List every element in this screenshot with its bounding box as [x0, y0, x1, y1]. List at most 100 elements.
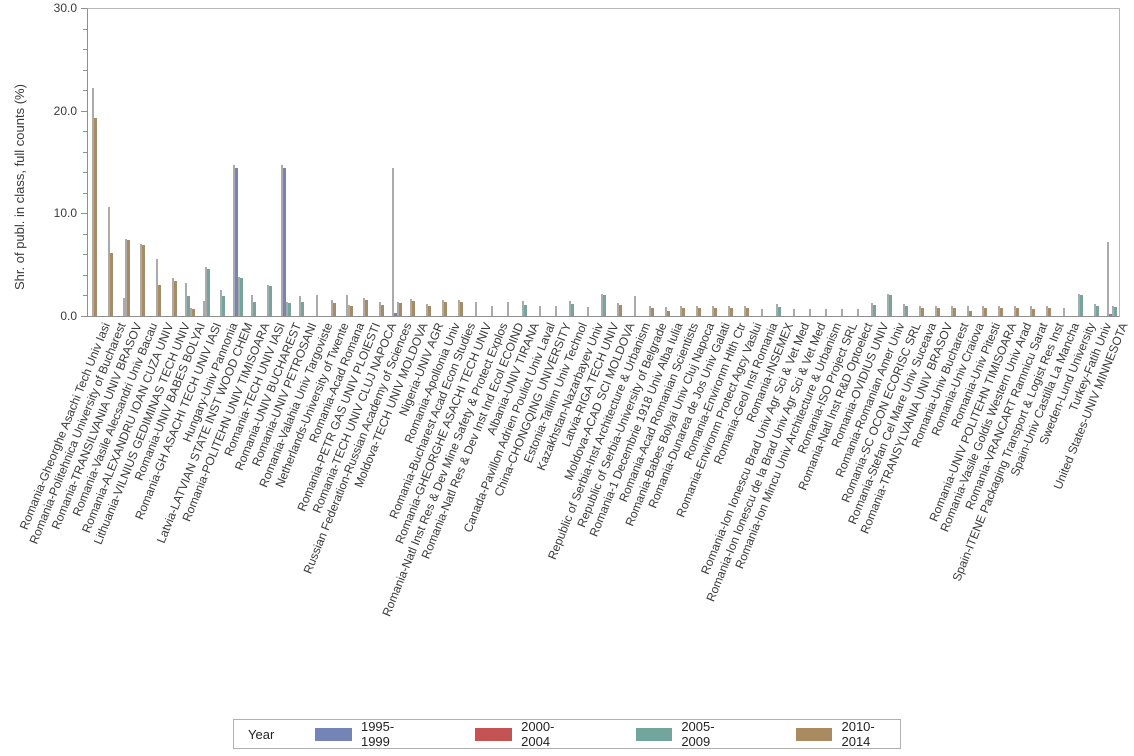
y-minor-tick — [83, 233, 87, 235]
stability-interval-line — [918, 306, 921, 316]
value-bar — [873, 305, 877, 316]
bar-with-interval — [232, 165, 238, 316]
value-bar — [730, 308, 734, 316]
stability-interval-line — [442, 300, 445, 316]
value-bar — [393, 313, 397, 316]
value-bar — [714, 308, 718, 316]
bar-with-interval — [761, 309, 764, 316]
bar-with-interval — [345, 295, 348, 316]
bar-with-interval — [108, 207, 114, 316]
bar-group — [866, 8, 882, 316]
bar-group — [611, 8, 627, 316]
stability-interval-line — [316, 295, 319, 316]
y-minor-tick — [83, 131, 87, 133]
bar-group — [961, 8, 977, 316]
bar-group — [802, 8, 818, 316]
stability-interval-line — [966, 306, 969, 316]
bar-group — [786, 8, 802, 316]
value-bar — [192, 309, 196, 316]
y-axis-title: Shr. of publ. in class, full counts (%) — [12, 84, 27, 290]
bar-group — [977, 8, 993, 316]
bar-with-interval — [934, 306, 940, 316]
stability-interval-line — [982, 306, 985, 316]
legend-title: Year — [248, 726, 275, 742]
bar-with-interval — [648, 306, 654, 316]
value-bar — [920, 308, 924, 316]
value-bar — [94, 118, 98, 316]
bar-with-interval — [507, 302, 510, 316]
bar-with-interval — [251, 295, 257, 316]
stability-interval-line — [538, 306, 541, 316]
stability-interval-line — [1112, 306, 1115, 316]
stability-interval-line — [202, 301, 205, 316]
stability-interval-line — [219, 290, 222, 316]
stability-interval-line — [950, 306, 953, 316]
legend-label: 2000-2004 — [521, 719, 555, 749]
bar-with-interval — [237, 277, 243, 316]
bar-group — [770, 8, 786, 316]
value-bar — [523, 305, 527, 316]
stability-interval-line — [140, 244, 143, 316]
value-bar — [1047, 308, 1051, 316]
bar-with-interval — [616, 303, 622, 316]
stability-interval-line — [267, 285, 270, 316]
bar-group — [691, 8, 707, 316]
bar-group — [484, 8, 500, 316]
bar-with-interval — [982, 306, 988, 316]
value-bar — [398, 303, 402, 316]
bar-with-interval — [1107, 242, 1113, 316]
bar-with-interval — [491, 306, 494, 316]
value-bar — [968, 311, 972, 316]
y-minor-tick — [83, 49, 87, 51]
stability-interval-line — [793, 309, 796, 316]
bar-with-interval — [902, 304, 908, 316]
bar-group — [405, 8, 421, 316]
value-bar — [282, 168, 286, 316]
stability-interval-line — [696, 306, 699, 316]
bar-group — [1088, 8, 1104, 316]
value-bar — [364, 300, 368, 316]
bar-with-interval — [998, 306, 1004, 316]
value-bar — [936, 308, 940, 316]
bar-group — [119, 8, 135, 316]
bar-group — [659, 8, 675, 316]
bar-group — [198, 8, 214, 316]
bar-group — [452, 8, 468, 316]
bar-with-interval — [140, 244, 146, 316]
value-bar — [1079, 295, 1083, 316]
value-bar — [239, 278, 243, 316]
stability-interval-line — [744, 306, 747, 316]
stability-interval-line — [934, 306, 937, 316]
stability-interval-line — [280, 165, 283, 316]
legend-item: 2005-2009 — [635, 719, 740, 749]
y-minor-tick — [83, 90, 87, 92]
y-minor-tick — [83, 28, 87, 30]
bar-group — [1040, 8, 1056, 316]
bar-with-interval — [712, 306, 718, 316]
bar-with-interval — [1093, 304, 1099, 316]
legend-label: 2005-2009 — [681, 719, 715, 749]
bar-with-interval — [285, 302, 291, 316]
value-bar — [1095, 306, 1099, 316]
stability-interval-line — [728, 306, 731, 316]
bar-with-interval — [601, 294, 606, 316]
bar-with-interval — [840, 309, 843, 316]
y-tick-label: 30.0 — [53, 1, 77, 15]
stability-interval-line — [871, 303, 874, 316]
value-bar — [428, 306, 432, 316]
value-bar — [1032, 309, 1036, 316]
value-bar — [221, 296, 225, 316]
value-bar — [618, 305, 622, 316]
bar-group — [214, 8, 230, 316]
bar-group — [739, 8, 755, 316]
stability-interval-line — [237, 277, 240, 316]
bar-with-interval — [378, 302, 384, 316]
value-bar — [650, 308, 654, 316]
bar-group — [818, 8, 834, 316]
bar-group — [993, 8, 1009, 316]
stability-interval-line — [554, 306, 557, 316]
bar-with-interval — [824, 309, 827, 316]
value-bar — [666, 311, 670, 316]
bar-group — [166, 8, 182, 316]
